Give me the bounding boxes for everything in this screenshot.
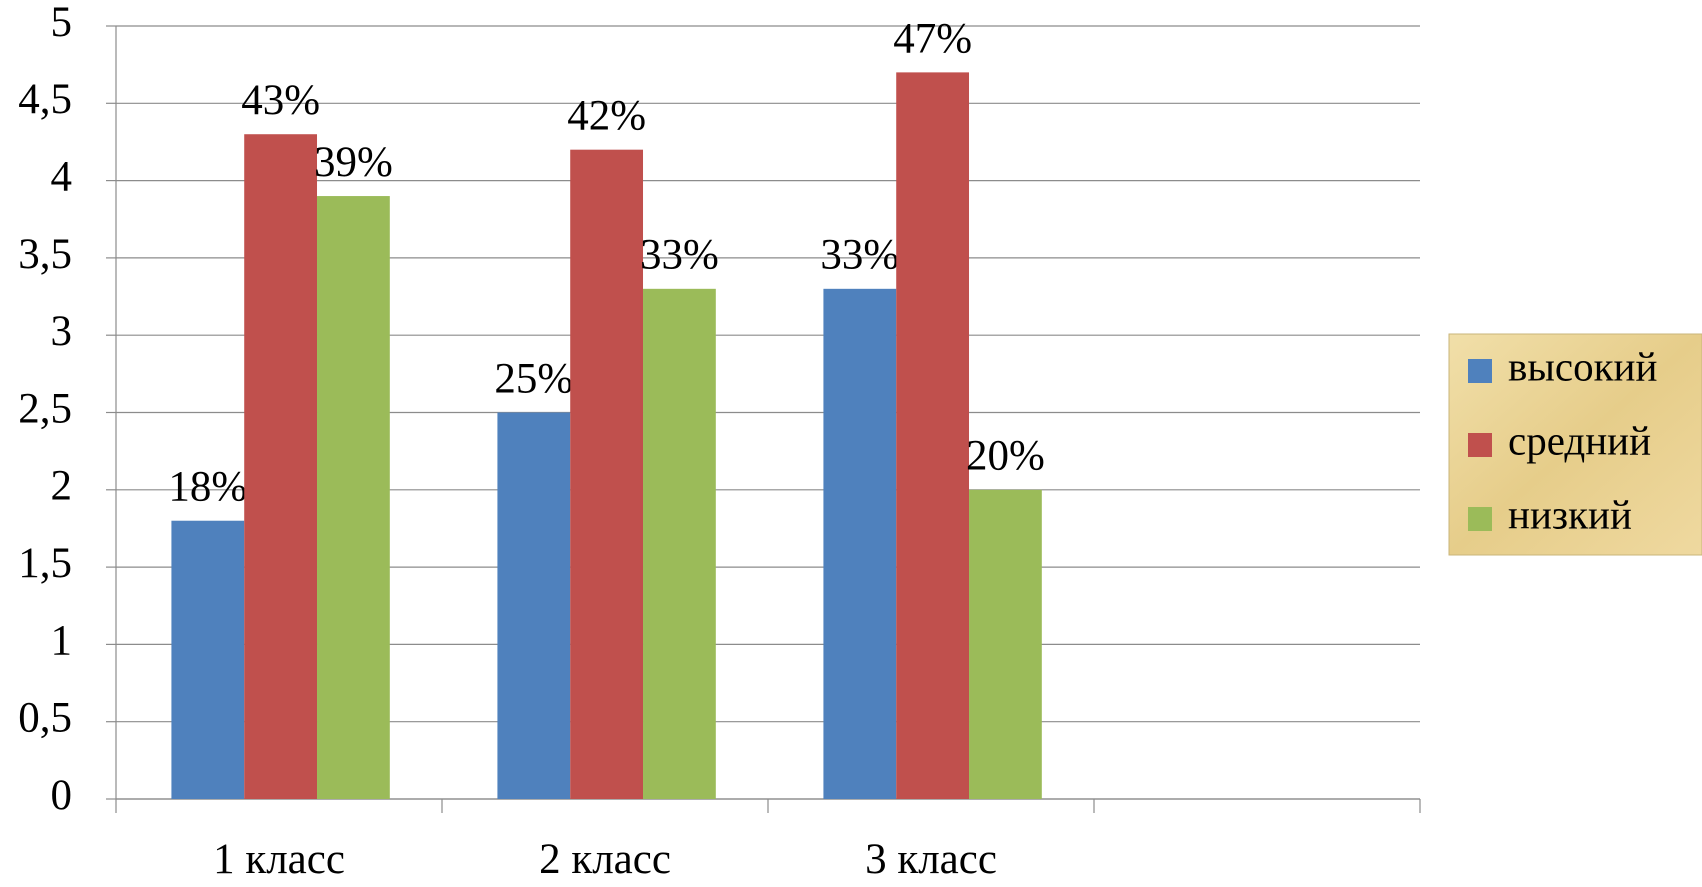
y-tick-label: 0 bbox=[51, 772, 73, 819]
bar bbox=[244, 134, 318, 800]
data-label: 20% bbox=[966, 433, 1045, 480]
bar bbox=[317, 196, 390, 799]
y-tick-label: 0,5 bbox=[18, 695, 72, 742]
legend-swatch bbox=[1468, 359, 1492, 383]
x-tick-label: 2 класс bbox=[539, 836, 671, 883]
data-label: 43% bbox=[241, 77, 320, 124]
data-label: 33% bbox=[820, 232, 899, 279]
legend-label: средний bbox=[1508, 417, 1651, 463]
y-tick-label: 3 bbox=[51, 308, 73, 355]
data-label: 47% bbox=[893, 15, 972, 62]
bar bbox=[823, 288, 897, 799]
data-label: 33% bbox=[640, 232, 719, 279]
legend-label: высокий bbox=[1508, 343, 1657, 389]
bar bbox=[171, 520, 245, 799]
x-tick-label: 3 класс bbox=[865, 836, 997, 883]
bar bbox=[643, 288, 716, 799]
y-tick-label: 1,5 bbox=[18, 540, 72, 587]
y-tick-label: 4 bbox=[51, 153, 73, 200]
data-label: 39% bbox=[314, 139, 393, 186]
y-tick-label: 5 bbox=[51, 0, 73, 46]
data-label: 25% bbox=[494, 355, 573, 402]
y-tick-label: 2,5 bbox=[18, 385, 72, 432]
y-tick-label: 2 bbox=[51, 463, 73, 510]
legend-label: низкий bbox=[1508, 491, 1632, 537]
legend-swatch bbox=[1468, 507, 1492, 531]
legend-swatch bbox=[1468, 433, 1492, 457]
data-label: 18% bbox=[168, 464, 247, 511]
bar bbox=[497, 412, 571, 799]
y-tick-label: 3,5 bbox=[18, 231, 72, 278]
data-label: 42% bbox=[567, 93, 646, 140]
x-tick-label: 1 класс bbox=[213, 836, 345, 883]
bar bbox=[969, 489, 1042, 799]
bar bbox=[570, 149, 644, 799]
y-tick-label: 4,5 bbox=[18, 76, 72, 123]
y-tick-label: 1 bbox=[51, 617, 73, 664]
bar bbox=[896, 72, 970, 799]
